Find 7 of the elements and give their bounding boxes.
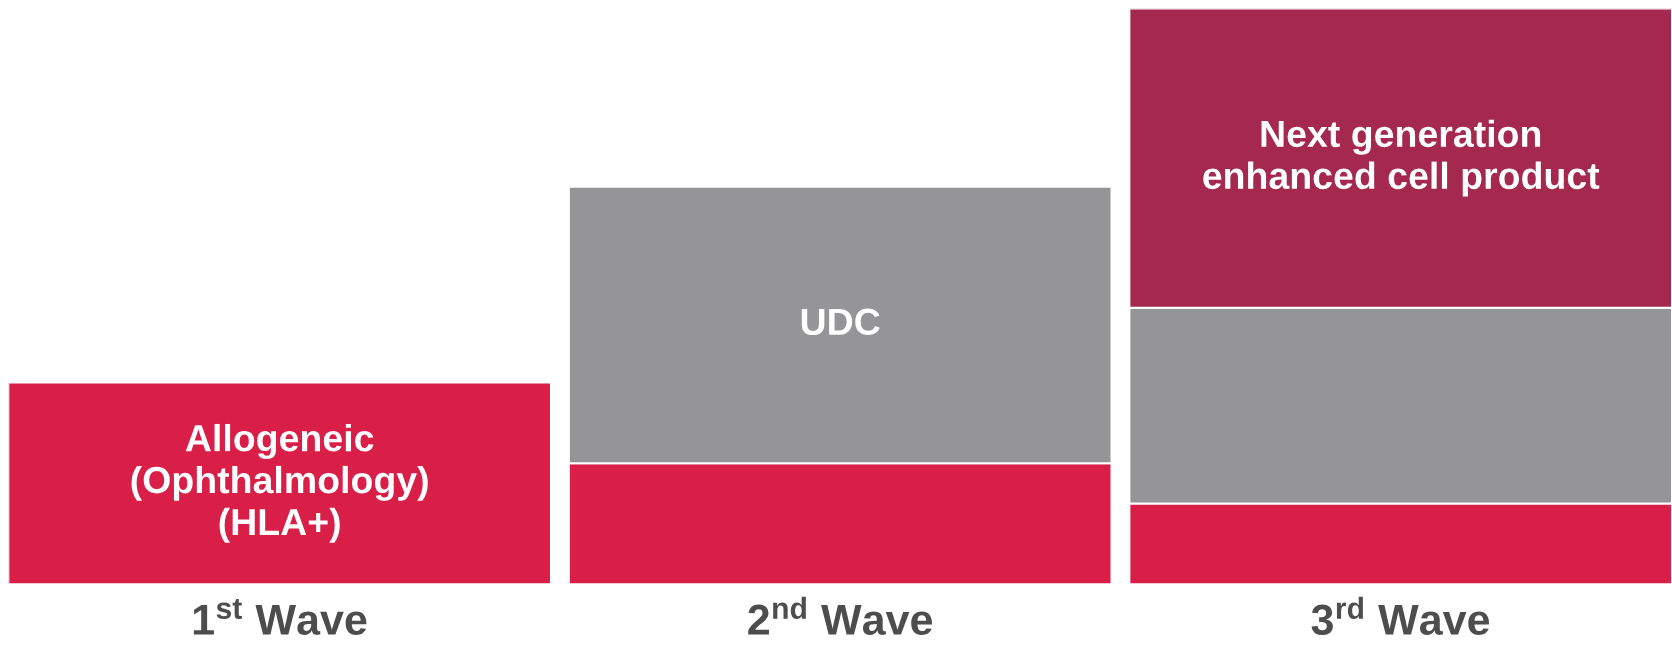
x-tick-label: 2$^{nd}$ Wave — [748, 596, 933, 636]
annotation: UDC — [801, 308, 880, 336]
annotation: Next generation enhanced cell product — [1203, 119, 1600, 197]
x-tick-label: 1$^{st}$ Wave — [193, 599, 367, 636]
bar — [8, 381, 552, 585]
x-tick-label: 3$^{rd}$ Wave — [1311, 596, 1490, 636]
annotation: Allogeneic (Ophthalmology) (HLA+) — [131, 423, 428, 543]
